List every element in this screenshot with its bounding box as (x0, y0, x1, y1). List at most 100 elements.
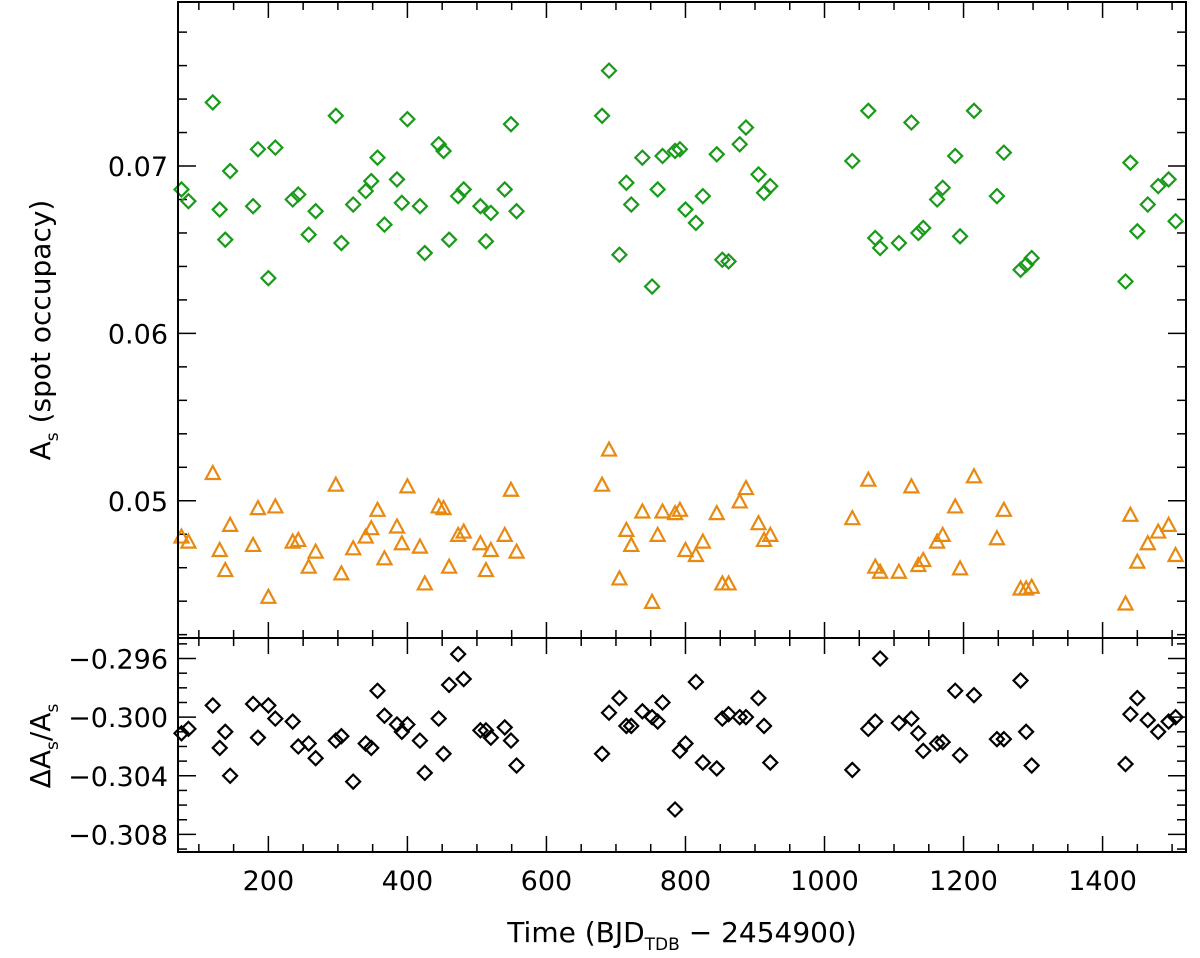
black-diamond-point (216, 723, 234, 741)
green-diamond-point (951, 227, 969, 245)
black-diamond-point (1011, 671, 1030, 690)
green-diamond-point (653, 147, 672, 165)
orange-triangle-point (761, 525, 780, 543)
green-diamond-point (1023, 249, 1041, 267)
green-diamond-point (455, 180, 473, 199)
black-diamond-point (633, 702, 651, 720)
orange-triangle-point (393, 533, 411, 551)
orange-triangle-point (676, 540, 695, 558)
black-diamond-point (221, 767, 239, 785)
x-tick-label: 1000 (790, 866, 859, 897)
orange-triangle-point (203, 463, 222, 481)
green-diamond-point (471, 197, 489, 215)
green-diamond-point (694, 187, 712, 205)
black-diamond-point (1128, 689, 1146, 707)
green-diamond-point (749, 165, 768, 183)
orange-triangle-point (356, 527, 375, 544)
black-diamond-point (435, 745, 453, 763)
orange-triangle-point (481, 540, 500, 558)
orange-triangle-point (411, 537, 429, 554)
green-diamond-point (249, 140, 267, 158)
orange-triangle-point (593, 475, 611, 492)
orange-triangle-point (454, 522, 473, 539)
green-diamond-point (622, 195, 640, 214)
orange-triangle-point (259, 587, 278, 604)
orange-triangle-point (687, 545, 705, 563)
orange-triangle-point (471, 533, 490, 551)
orange-triangle-point (914, 550, 933, 568)
black-diamond-point (610, 689, 628, 707)
orange-triangle-point (719, 574, 738, 591)
orange-triangle-point (326, 475, 345, 492)
orange-triangle-point (890, 562, 908, 579)
green-diamond-point (761, 177, 779, 195)
green-diamond-point (1121, 154, 1139, 172)
green-diamond-point (737, 118, 755, 137)
black-diamond-point (1167, 708, 1185, 726)
orange-triangle-point (179, 532, 198, 549)
black-diamond-point (666, 800, 684, 819)
black-diamond-point (761, 754, 779, 772)
green-diamond-point (671, 140, 689, 158)
black-diamond-point (284, 712, 302, 731)
black-diamond-point (622, 717, 640, 735)
black-diamond-point (593, 745, 611, 763)
black-diamond-point (368, 682, 387, 700)
black-diamond-point (995, 730, 1013, 748)
green-diamond-point (643, 277, 661, 296)
top-y-axis-title: As (spot occupacy) (24, 200, 63, 461)
green-diamond-point (327, 107, 345, 125)
green-diamond-point (388, 170, 406, 188)
black-diamond-point (694, 754, 712, 772)
green-diamond-point (902, 113, 920, 132)
green-diamond-point (1139, 195, 1157, 214)
orange-triangle-point (477, 560, 495, 578)
green-diamond-point (435, 142, 453, 160)
orange-triangle-point (909, 555, 928, 573)
green-diamond-point (411, 197, 429, 215)
orange-triangle-point (694, 532, 712, 549)
orange-triangle-point (737, 478, 755, 496)
green-diamond-point (965, 102, 983, 120)
black-diamond-point (477, 721, 495, 739)
orange-triangle-point (622, 535, 641, 553)
orange-triangle-point (871, 562, 889, 579)
orange-triangle-point (600, 440, 618, 457)
black-diamond-point (649, 712, 667, 731)
black-diamond-point (332, 727, 350, 745)
orange-triangle-point (344, 538, 363, 556)
black-diamond-point (300, 734, 318, 753)
black-diamond-point (737, 708, 755, 726)
black-diamond-point (720, 705, 738, 723)
orange-triangle-point (902, 477, 921, 494)
orange-triangle-point (332, 564, 351, 581)
black-diamond-point (204, 696, 222, 714)
black-diamond-point (866, 712, 884, 731)
green-diamond-point (843, 152, 861, 170)
black-diamond-point (934, 733, 952, 751)
orange-triangle-point (216, 560, 235, 578)
orange-triangle-point (388, 517, 406, 534)
orange-triangle-point (283, 532, 302, 549)
x-tick-label: 800 (660, 866, 712, 897)
green-diamond-point (204, 93, 222, 111)
black-diamond-point (1121, 705, 1139, 723)
green-diamond-point (507, 202, 526, 220)
green-diamond-point (307, 202, 325, 220)
y-tick-label: −0.308 (68, 820, 168, 851)
y-tick-label: 0.06 (108, 319, 168, 350)
orange-triangle-point (362, 518, 381, 536)
black-diamond-point (965, 686, 983, 704)
green-diamond-point (221, 162, 239, 180)
orange-triangle-point (749, 513, 768, 531)
orange-triangle-point (755, 530, 773, 548)
green-diamond-point (357, 182, 375, 200)
orange-triangle-point (434, 498, 453, 516)
top-panel-ticks: 0.05 0.06 0.07 (108, 2, 1186, 638)
black-diamond-point (843, 761, 861, 779)
y-tick-label: −0.300 (68, 703, 168, 734)
orange-triangle-point (1121, 505, 1140, 522)
orange-triangle-point (507, 542, 526, 559)
orange-triangle-point (707, 503, 726, 521)
green-diamond-point (1116, 272, 1135, 291)
